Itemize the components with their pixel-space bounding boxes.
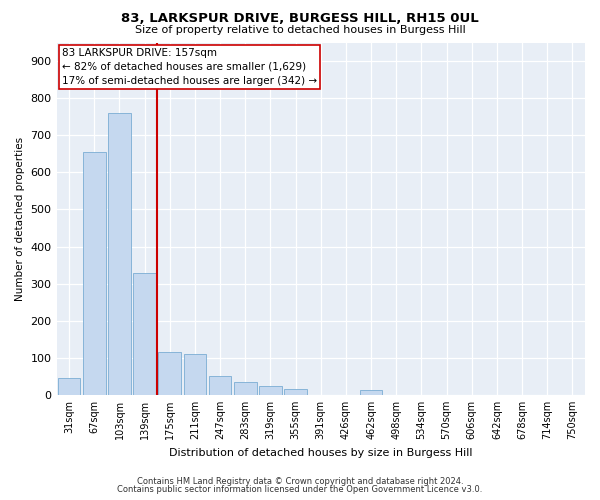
Bar <box>234 382 257 395</box>
Text: 83, LARKSPUR DRIVE, BURGESS HILL, RH15 0UL: 83, LARKSPUR DRIVE, BURGESS HILL, RH15 0… <box>121 12 479 26</box>
Bar <box>58 378 80 395</box>
Bar <box>108 113 131 395</box>
Text: Size of property relative to detached houses in Burgess Hill: Size of property relative to detached ho… <box>134 25 466 35</box>
Text: 83 LARKSPUR DRIVE: 157sqm
← 82% of detached houses are smaller (1,629)
17% of se: 83 LARKSPUR DRIVE: 157sqm ← 82% of detac… <box>62 48 317 86</box>
Bar <box>360 390 382 395</box>
Y-axis label: Number of detached properties: Number of detached properties <box>15 136 25 301</box>
Bar <box>83 152 106 395</box>
Bar <box>284 390 307 395</box>
Bar <box>209 376 232 395</box>
Text: Contains public sector information licensed under the Open Government Licence v3: Contains public sector information licen… <box>118 485 482 494</box>
Bar <box>184 354 206 395</box>
Bar <box>259 386 282 395</box>
Text: Contains HM Land Registry data © Crown copyright and database right 2024.: Contains HM Land Registry data © Crown c… <box>137 477 463 486</box>
Bar <box>133 272 156 395</box>
X-axis label: Distribution of detached houses by size in Burgess Hill: Distribution of detached houses by size … <box>169 448 473 458</box>
Bar <box>158 352 181 395</box>
